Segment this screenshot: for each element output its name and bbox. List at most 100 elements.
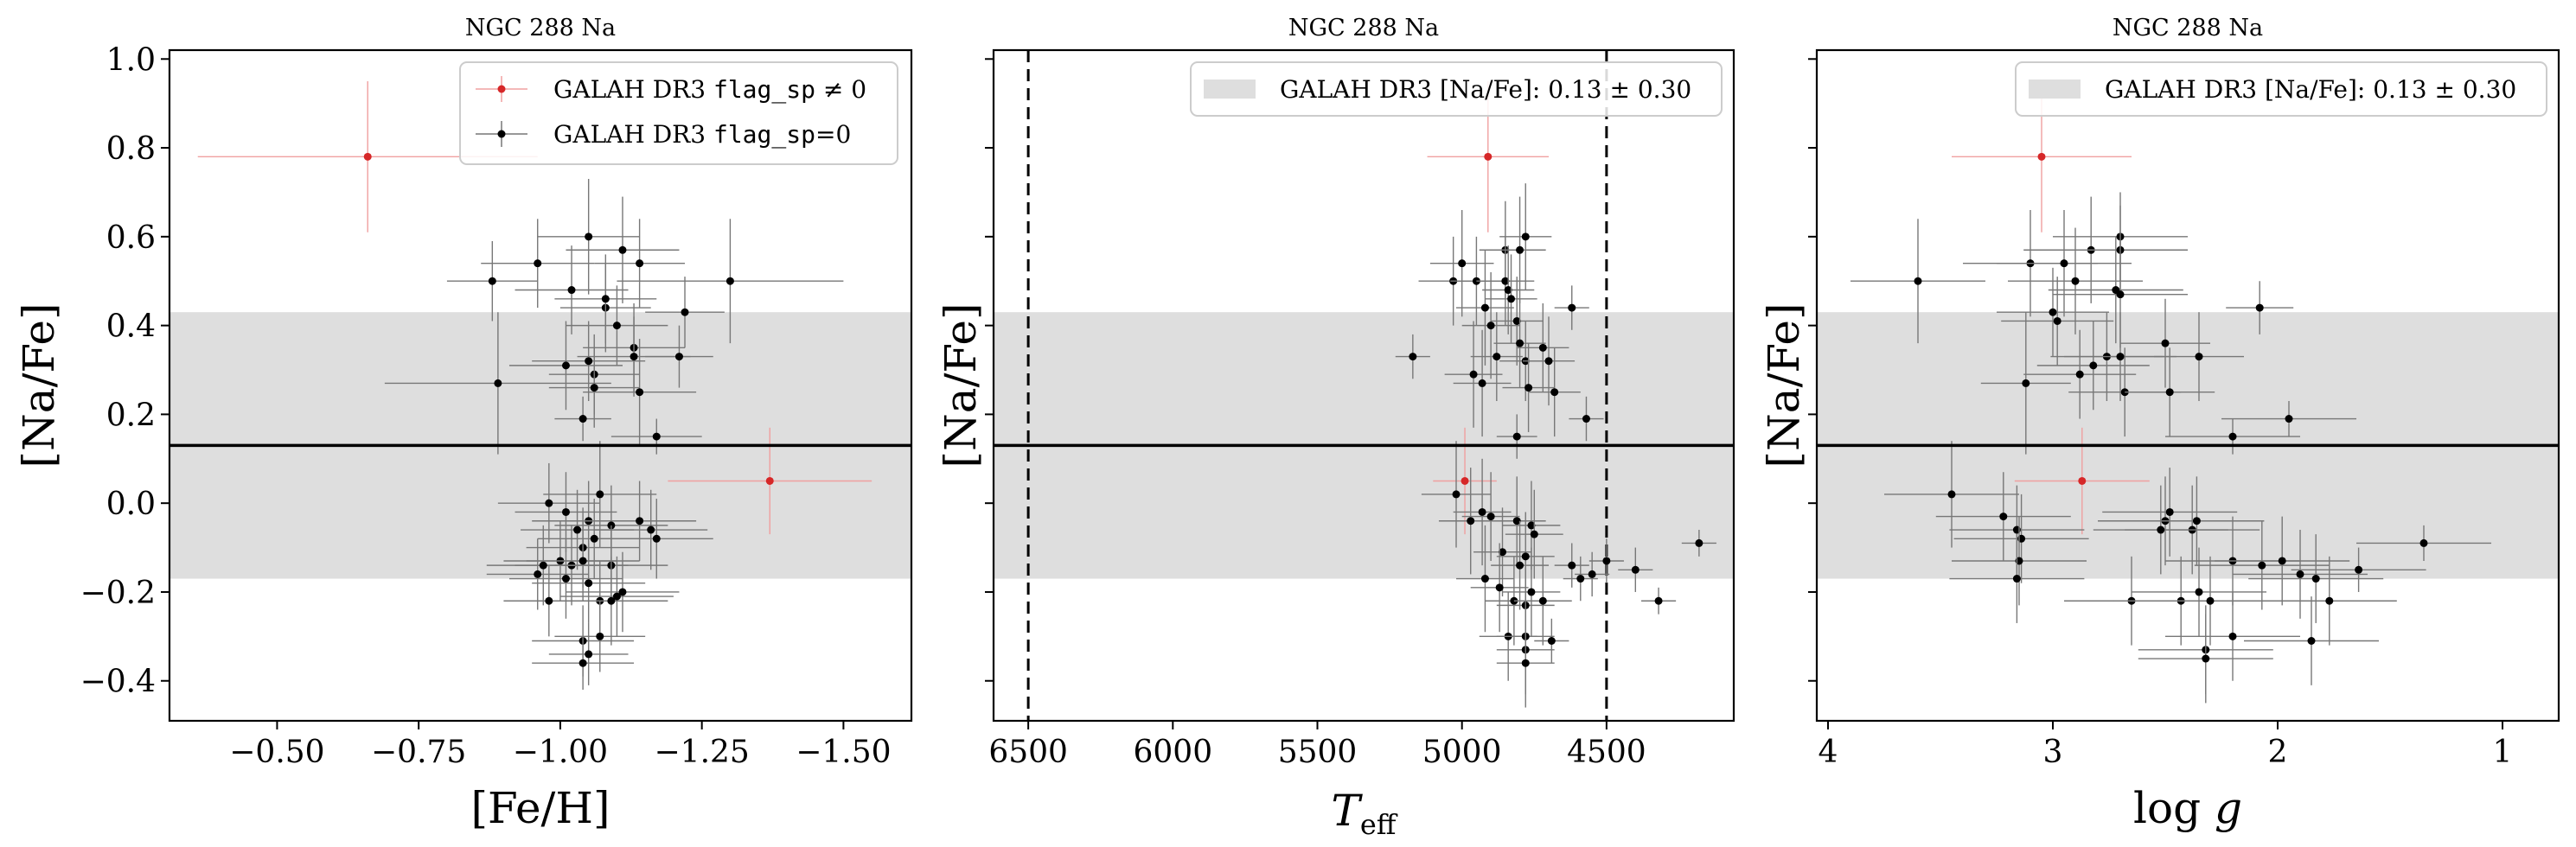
marker — [561, 361, 570, 370]
star-point — [559, 556, 674, 637]
star-point — [532, 636, 635, 691]
marker — [534, 259, 542, 268]
marker — [1525, 384, 1533, 392]
star-point — [1997, 267, 2109, 357]
marker — [2195, 353, 2203, 361]
marker — [2355, 565, 2363, 574]
star-point — [594, 489, 708, 570]
marker — [1512, 432, 1521, 441]
star-point — [583, 339, 697, 446]
marker — [1486, 513, 1495, 521]
star-point — [1588, 538, 1624, 583]
star-point — [1461, 472, 1520, 561]
marker — [578, 557, 587, 565]
legend-band-label: GALAH DR3 [Na/Fe]: 0.13 ± 0.30 — [1280, 75, 1691, 104]
marker — [1602, 557, 1611, 565]
star-point — [2194, 520, 2330, 610]
star-point — [2165, 591, 2300, 681]
panel-feh-xlabel: [Fe/H] — [470, 783, 610, 833]
marker — [561, 575, 570, 583]
marker — [2053, 316, 2061, 325]
star-point — [554, 396, 611, 442]
marker — [1521, 552, 1530, 561]
star-point — [554, 601, 646, 672]
star-point — [1453, 329, 1512, 437]
star-point — [566, 551, 680, 633]
marker — [1654, 596, 1663, 605]
marker — [1538, 596, 1547, 605]
panel-teff-plot: 6500 6000 5500 5000 4500 — [985, 50, 1734, 770]
marker — [1493, 353, 1501, 361]
marker — [585, 357, 593, 366]
star-point — [2001, 277, 2114, 366]
y-tick-label: −0.4 — [80, 665, 156, 700]
star-point — [2226, 281, 2294, 334]
x-tick-label: 6000 — [1134, 735, 1213, 770]
panel-feh-title: NGC 288 Na — [465, 15, 616, 41]
star-point — [1528, 347, 1581, 437]
star-point — [2261, 556, 2397, 646]
legend-band-swatch — [1204, 80, 1256, 99]
marker — [1507, 295, 1516, 303]
panel-teff-ylabel: [Na/Fe] — [936, 303, 986, 468]
marker — [1568, 561, 1576, 570]
marker — [2195, 588, 2203, 596]
marker — [2206, 596, 2215, 605]
marker — [2037, 152, 2046, 161]
flagged-star-point — [2014, 427, 2150, 535]
legend-band-swatch — [2029, 80, 2081, 99]
marker — [539, 561, 547, 570]
marker — [596, 632, 604, 640]
marker — [630, 353, 638, 361]
marker — [545, 596, 553, 605]
legend-flagged-code: flag_sp — [713, 75, 815, 105]
star-point — [508, 321, 623, 411]
x-tick-label: 4500 — [1567, 735, 1646, 770]
marker — [2165, 388, 2174, 397]
y-tick-label: −0.2 — [80, 576, 156, 611]
star-point — [599, 499, 713, 579]
star-point — [1421, 441, 1492, 548]
star-point — [2291, 547, 2426, 592]
star-point — [1949, 534, 2085, 623]
logg-log: log — [2133, 783, 2215, 833]
star-point — [481, 219, 595, 309]
star-point — [1496, 618, 1555, 708]
star-point — [1641, 587, 1677, 615]
marker — [2012, 575, 2021, 583]
marker — [1512, 316, 1521, 325]
star-point — [594, 219, 686, 309]
marker — [1499, 548, 1506, 557]
marker — [2325, 596, 2334, 605]
teff-subscript: eff — [1360, 808, 1398, 841]
marker — [1467, 517, 1475, 525]
marker — [2116, 353, 2125, 361]
y-tick-label: 0.4 — [106, 309, 156, 345]
marker — [488, 277, 496, 285]
star-point — [645, 277, 725, 348]
star-point — [1487, 476, 1546, 566]
y-tick-label: 0.8 — [106, 131, 156, 167]
star-point — [548, 622, 629, 685]
marker — [2060, 259, 2068, 268]
marker — [1484, 152, 1493, 161]
x-tick-label: −1.00 — [513, 735, 608, 770]
star-point — [1522, 316, 1576, 406]
star-point — [566, 196, 680, 303]
star-point — [486, 538, 589, 610]
marker — [2071, 277, 2080, 285]
plot-area — [994, 50, 1734, 721]
marker — [2089, 361, 2098, 370]
panel-teff-frame — [992, 48, 1735, 723]
marker — [601, 295, 610, 303]
star-point — [1395, 334, 1430, 379]
marker — [1582, 415, 1590, 424]
marker — [765, 476, 774, 485]
marker — [681, 308, 689, 316]
marker — [1547, 636, 1556, 645]
star-point — [2356, 525, 2491, 561]
x-tick-label: −0.75 — [371, 735, 466, 770]
star-point — [384, 312, 611, 455]
x-tick-label: 5000 — [1422, 735, 1502, 770]
star-point — [2125, 347, 2215, 437]
